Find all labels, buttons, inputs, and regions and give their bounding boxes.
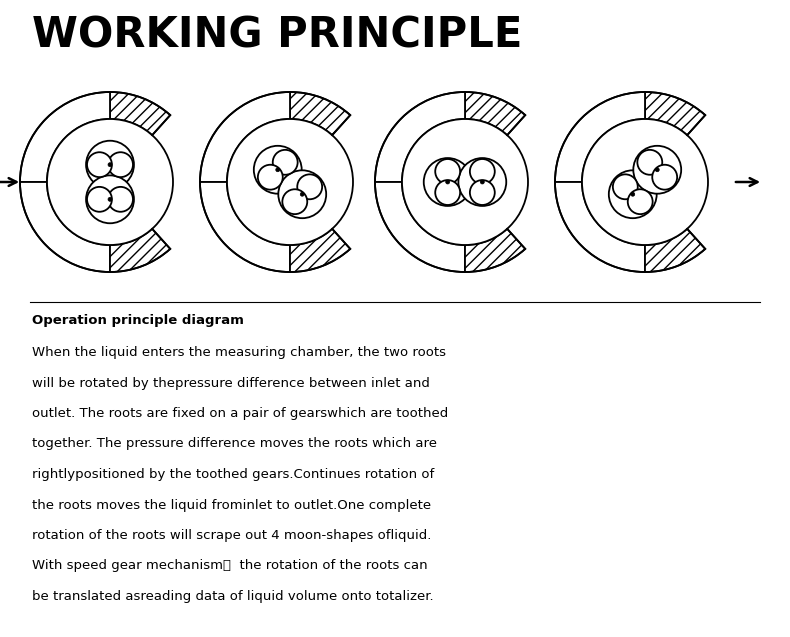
Text: be translated asreading data of liquid volume onto totalizer.: be translated asreading data of liquid v…: [32, 590, 434, 603]
Text: Operation principle diagram: Operation principle diagram: [32, 314, 244, 327]
Circle shape: [108, 152, 133, 177]
Wedge shape: [375, 182, 465, 272]
Wedge shape: [645, 229, 705, 272]
Circle shape: [628, 189, 653, 214]
Wedge shape: [110, 92, 170, 135]
Circle shape: [297, 175, 322, 199]
Text: When the liquid enters the measuring chamber, the two roots: When the liquid enters the measuring cha…: [32, 346, 446, 359]
Circle shape: [634, 146, 681, 194]
Circle shape: [630, 192, 634, 196]
Text: rotation of the roots will scrape out 4 moon-shapes ofliquid.: rotation of the roots will scrape out 4 …: [32, 529, 431, 542]
Text: outlet. The roots are fixed on a pair of gearswhich are toothed: outlet. The roots are fixed on a pair of…: [32, 407, 448, 420]
Circle shape: [254, 146, 302, 194]
Circle shape: [423, 158, 472, 206]
Circle shape: [227, 119, 353, 245]
Circle shape: [278, 170, 326, 218]
Circle shape: [470, 159, 495, 184]
Wedge shape: [20, 92, 110, 182]
Text: WORKING PRINCIPLE: WORKING PRINCIPLE: [32, 15, 522, 57]
Text: the roots moves the liquid frominlet to outlet.One complete: the roots moves the liquid frominlet to …: [32, 499, 431, 512]
Wedge shape: [290, 229, 350, 272]
Wedge shape: [465, 92, 525, 135]
Circle shape: [87, 187, 112, 211]
Circle shape: [653, 165, 677, 190]
Wedge shape: [200, 182, 290, 272]
Wedge shape: [290, 92, 350, 135]
Wedge shape: [20, 182, 110, 272]
Wedge shape: [465, 229, 525, 272]
Text: will be rotated by thepressure difference between inlet and: will be rotated by thepressure differenc…: [32, 376, 430, 389]
Wedge shape: [645, 92, 705, 135]
Circle shape: [300, 192, 304, 196]
Circle shape: [638, 150, 662, 175]
Wedge shape: [375, 92, 465, 182]
Circle shape: [258, 165, 283, 190]
Wedge shape: [555, 92, 645, 182]
Circle shape: [282, 189, 307, 214]
Circle shape: [273, 150, 298, 175]
Circle shape: [47, 119, 173, 245]
Text: With speed gear mechanism，  the rotation of the roots can: With speed gear mechanism， the rotation …: [32, 559, 427, 573]
Circle shape: [435, 159, 460, 184]
Circle shape: [86, 175, 134, 223]
Circle shape: [470, 180, 495, 205]
Circle shape: [613, 175, 638, 199]
Circle shape: [446, 180, 450, 184]
Circle shape: [86, 141, 134, 189]
Circle shape: [87, 152, 112, 177]
Circle shape: [108, 187, 133, 211]
Circle shape: [435, 180, 460, 205]
Wedge shape: [555, 182, 645, 272]
Circle shape: [108, 162, 112, 167]
Circle shape: [458, 158, 506, 206]
Circle shape: [276, 168, 280, 172]
Circle shape: [609, 170, 656, 218]
Circle shape: [582, 119, 708, 245]
Circle shape: [402, 119, 528, 245]
Wedge shape: [200, 92, 290, 182]
Text: together. The pressure difference moves the roots which are: together. The pressure difference moves …: [32, 438, 437, 450]
Circle shape: [655, 168, 659, 172]
Circle shape: [480, 180, 484, 184]
Text: rightlypositioned by the toothed gears.Continues rotation of: rightlypositioned by the toothed gears.C…: [32, 468, 434, 481]
Circle shape: [108, 197, 112, 201]
Wedge shape: [110, 229, 170, 272]
